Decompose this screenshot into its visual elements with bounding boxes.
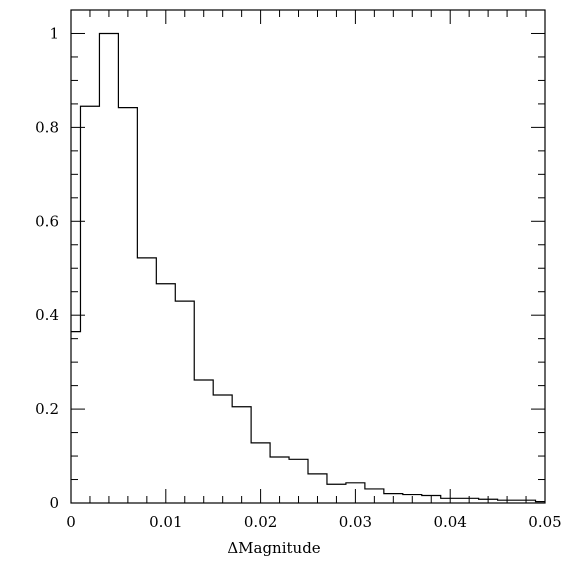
x-tick-label: 0.05 [528, 513, 561, 531]
y-tick-label: 0 [49, 494, 59, 512]
y-tick-label: 1 [49, 24, 59, 42]
y-tick-label: 0.8 [35, 118, 59, 136]
y-tick-label: 0.6 [35, 212, 59, 230]
x-tick-label: 0.01 [149, 513, 182, 531]
axis-ticks [70, 9, 546, 504]
x-tick-label: 0.03 [339, 513, 372, 531]
x-axis-label: ΔMagnitude [227, 539, 320, 557]
x-tick-labels: 0 0.01 0.02 0.03 0.04 0.05 [66, 513, 561, 531]
y-tick-labels: 0 0.2 0.4 0.6 0.8 1 [35, 24, 59, 512]
x-tick-label: 0.04 [433, 513, 466, 531]
x-tick-label: 0.02 [244, 513, 277, 531]
x-tick-label: 0 [66, 513, 76, 531]
histogram-series [71, 32, 545, 503]
plot-frame [70, 9, 546, 504]
y-tick-label: 0.2 [35, 400, 59, 418]
y-tick-label: 0.4 [35, 306, 59, 324]
